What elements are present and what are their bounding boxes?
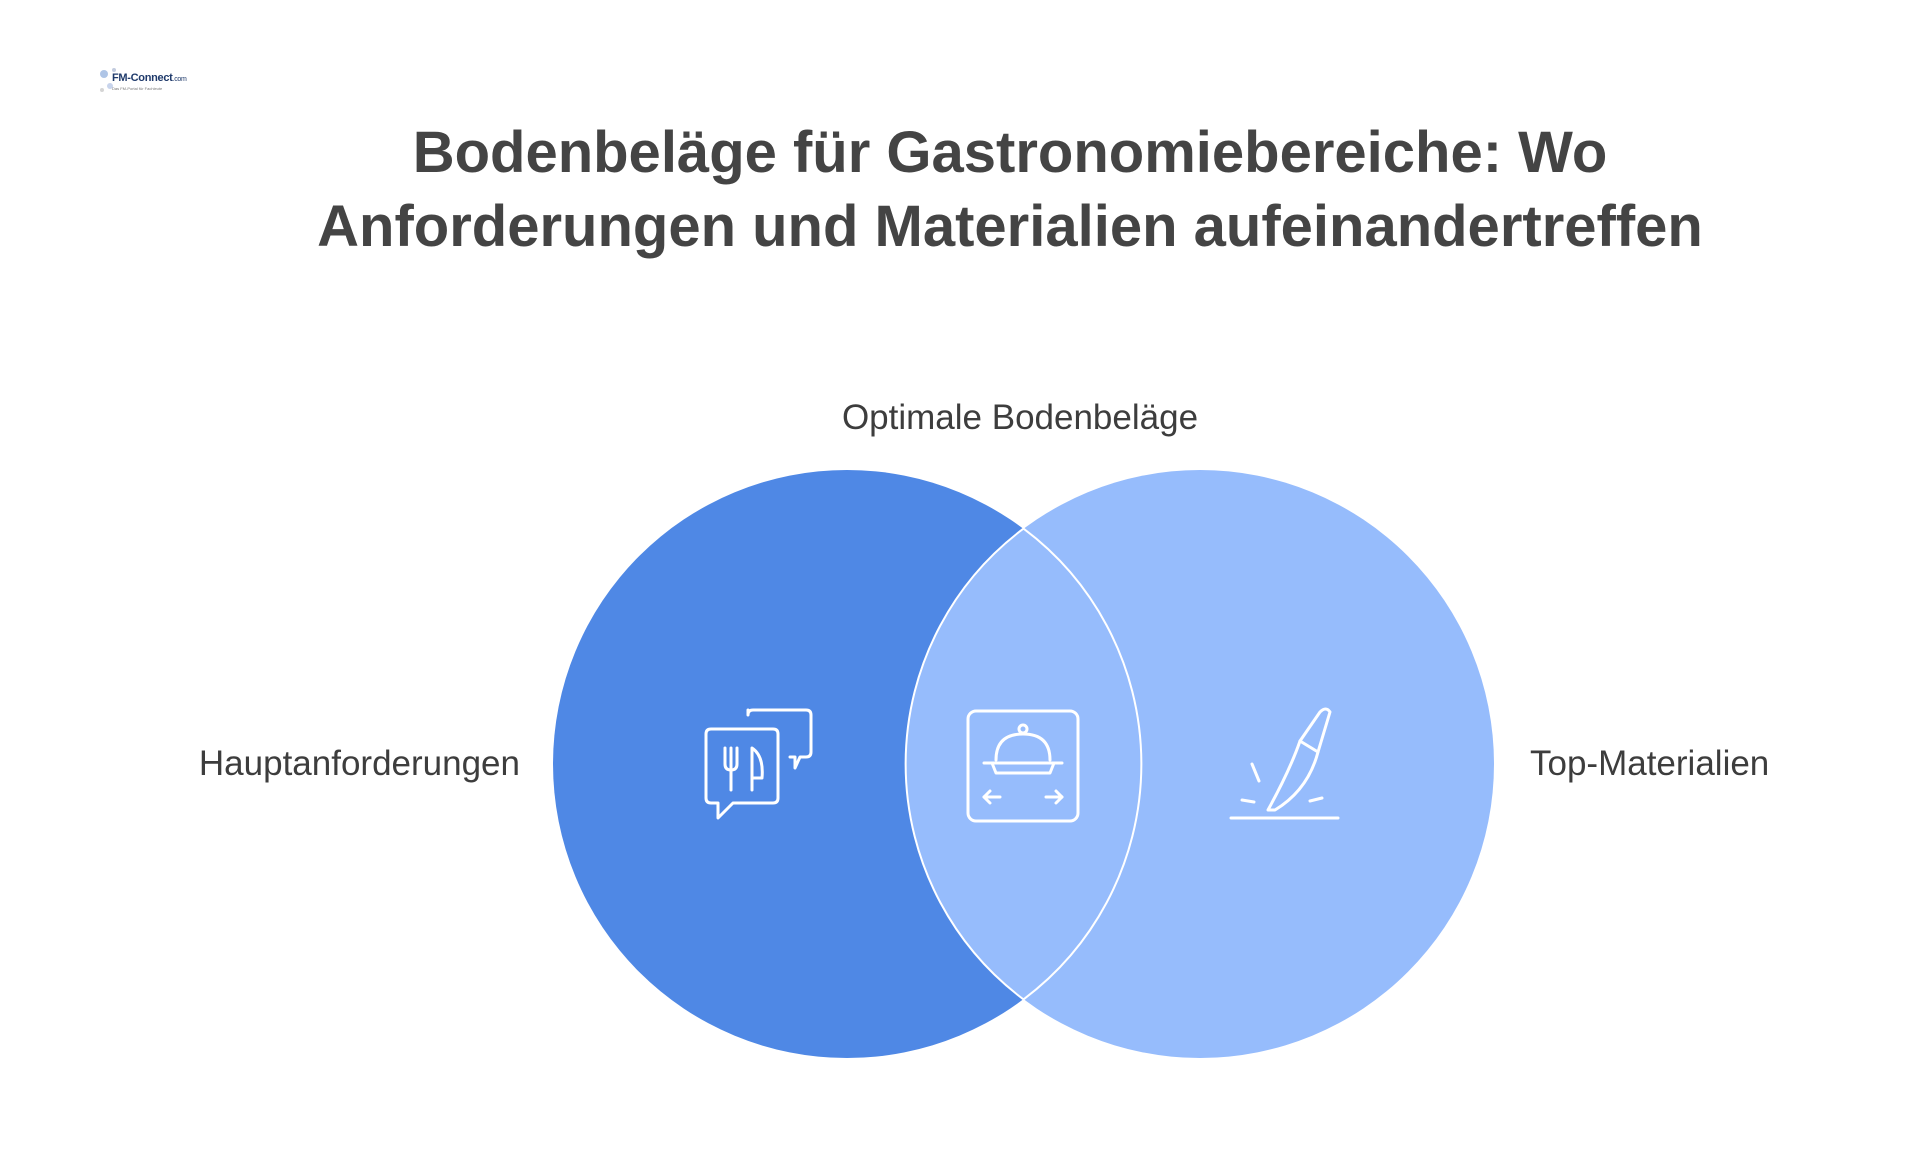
chat-cutlery-icon [704, 708, 813, 820]
intersection-area [906, 470, 1141, 1058]
logo-wordmark: FM-Connect.com [112, 72, 187, 84]
intersection-label: Optimale Bodenbeläge [841, 398, 1199, 437]
intersection-outline [904, 527, 1143, 1001]
logo-tagline: Das FM-Portal für Fachleute [112, 86, 163, 91]
logo-name: FM-Connect [112, 72, 173, 84]
title-line-2: Anforderungen und Materialien aufeinande… [317, 194, 1703, 259]
left-circle-label: Hauptanforderungen [198, 744, 520, 783]
fm-connect-logo [100, 68, 116, 92]
page-title: Bodenbeläge für Gastronomiebereiche: Wo … [260, 116, 1760, 264]
logo-suffix: .com [172, 76, 187, 83]
knife-cutting-icon [1229, 707, 1340, 820]
title-line-1: Bodenbeläge für Gastronomiebereiche: Wo [412, 120, 1608, 185]
right-circle-label: Top-Materialien [1530, 744, 1770, 783]
serving-cloche-icon [966, 709, 1080, 823]
